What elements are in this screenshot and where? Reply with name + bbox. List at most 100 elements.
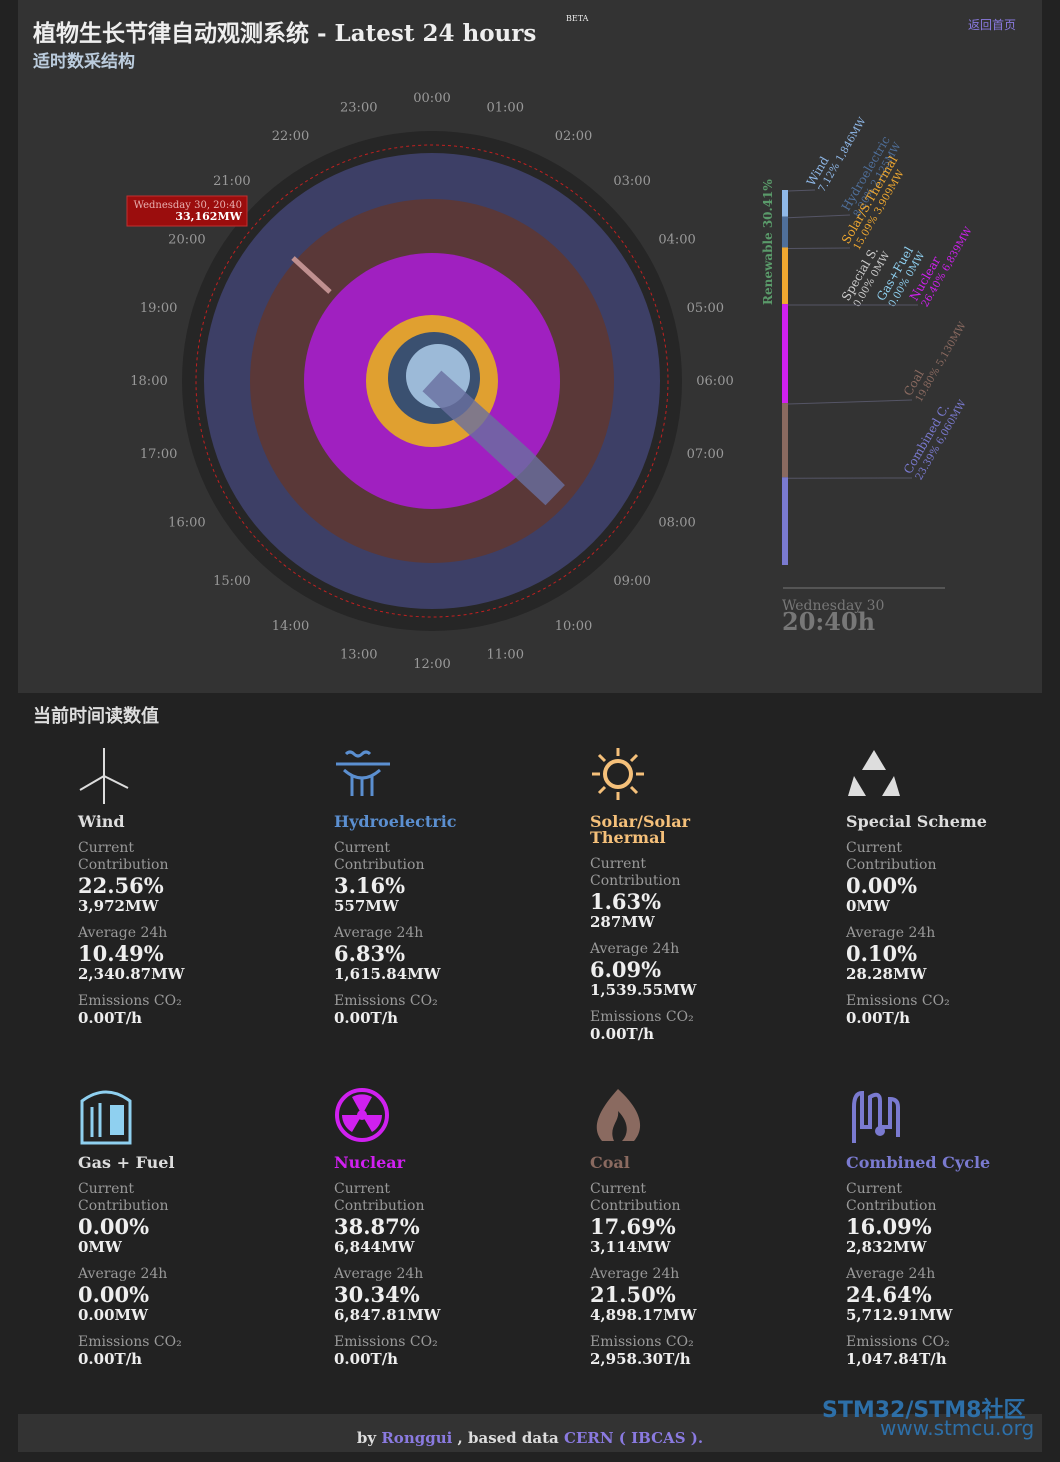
leader-line xyxy=(788,400,912,404)
label: Current Contribution xyxy=(846,1181,941,1215)
hour-label: 05:00 xyxy=(687,301,724,316)
average-mw: 5,712.91MW xyxy=(846,1307,1060,1324)
emissions: 0.00T/h xyxy=(590,1026,810,1043)
hour-label: 04:00 xyxy=(658,233,695,248)
mix-segment xyxy=(782,403,788,477)
mix-time: 20:40h xyxy=(782,607,875,636)
average-percent: 6.09% xyxy=(590,958,810,982)
hour-label: 11:00 xyxy=(487,647,524,662)
source-icon xyxy=(78,1087,134,1147)
label: Emissions CO₂ xyxy=(78,993,298,1010)
average-percent: 0.00% xyxy=(78,1283,298,1307)
current-mw: 287MW xyxy=(590,914,810,931)
label: Average 24h xyxy=(846,925,1060,942)
mix-segment xyxy=(782,217,788,248)
source-name: Hydroelectric xyxy=(334,814,534,830)
average-mw: 1,615.84MW xyxy=(334,966,554,983)
mix-segment xyxy=(782,304,788,403)
hour-label: 02:00 xyxy=(555,129,592,144)
emissions: 0.00T/h xyxy=(334,1010,554,1027)
current-percent: 0.00% xyxy=(846,874,1060,898)
average-mw: 2,340.87MW xyxy=(78,966,298,983)
hour-label: 09:00 xyxy=(613,574,650,589)
current-mw: 0MW xyxy=(78,1239,298,1256)
emissions: 0.00T/h xyxy=(846,1010,1060,1027)
source-icon xyxy=(846,746,902,806)
hour-label: 20:00 xyxy=(168,233,205,248)
hour-label: 18:00 xyxy=(130,374,167,389)
hour-label: 15:00 xyxy=(213,574,250,589)
source-icon xyxy=(334,1087,390,1147)
leader-line xyxy=(788,215,850,218)
current-mw: 3,972MW xyxy=(78,898,298,915)
current-percent: 22.56% xyxy=(78,874,298,898)
current-percent: 0.00% xyxy=(78,1215,298,1239)
source-icon xyxy=(334,746,390,806)
author-link[interactable]: Ronggui xyxy=(381,1429,452,1447)
watermark-url: www.stmcu.org xyxy=(880,1416,1034,1440)
current-percent: 38.87% xyxy=(334,1215,554,1239)
footer-text: ). xyxy=(691,1429,703,1447)
source-name: Nuclear xyxy=(334,1155,534,1171)
emissions: 0.00T/h xyxy=(78,1351,298,1368)
label: Average 24h xyxy=(78,925,298,942)
label: Emissions CO₂ xyxy=(334,993,554,1010)
label: Average 24h xyxy=(334,925,554,942)
source-name: Wind xyxy=(78,814,278,830)
current-mw: 2,832MW xyxy=(846,1239,1060,1256)
average-percent: 0.10% xyxy=(846,942,1060,966)
hour-label: 13:00 xyxy=(340,647,377,662)
current-mw: 3,114MW xyxy=(590,1239,810,1256)
tooltip-total: 33,162MW xyxy=(175,210,242,223)
hour-label: 22:00 xyxy=(272,129,309,144)
label: Emissions CO₂ xyxy=(78,1334,298,1351)
hour-label: 10:00 xyxy=(555,619,592,634)
radial-chart: Wednesday 30, 20:40 33,162MW Renewable 3… xyxy=(0,0,1060,693)
source-icon xyxy=(78,746,134,806)
source-icon xyxy=(590,1087,646,1147)
source-icon xyxy=(590,746,646,806)
hour-label: 16:00 xyxy=(168,516,205,531)
source-link[interactable]: CERN xyxy=(564,1429,614,1447)
hour-label: 06:00 xyxy=(696,374,733,389)
hour-label: 00:00 xyxy=(413,91,450,106)
emissions: 0.00T/h xyxy=(78,1010,298,1027)
source-name: Special Scheme xyxy=(846,814,1046,830)
label: Emissions CO₂ xyxy=(590,1334,810,1351)
average-mw: 1,539.55MW xyxy=(590,982,810,999)
current-mw: 0MW xyxy=(846,898,1060,915)
hour-label: 12:00 xyxy=(413,657,450,672)
average-percent: 24.64% xyxy=(846,1283,1060,1307)
current-mw: 6,844MW xyxy=(334,1239,554,1256)
average-mw: 28.28MW xyxy=(846,966,1060,983)
current-percent: 17.69% xyxy=(590,1215,810,1239)
leader-line xyxy=(788,190,815,191)
current-percent: 1.63% xyxy=(590,890,810,914)
current-percent: 3.16% xyxy=(334,874,554,898)
home-link[interactable]: 返回首页 xyxy=(968,16,1016,33)
average-percent: 21.50% xyxy=(590,1283,810,1307)
label: Emissions CO₂ xyxy=(590,1009,810,1026)
average-percent: 10.49% xyxy=(78,942,298,966)
emissions: 1,047.84T/h xyxy=(846,1351,1060,1368)
label: Average 24h xyxy=(590,941,810,958)
mix-segment xyxy=(782,190,788,217)
hour-label: 21:00 xyxy=(213,174,250,189)
source-link[interactable]: IBCAS xyxy=(631,1429,685,1447)
label: Average 24h xyxy=(590,1266,810,1283)
source-name: Solar/Solar Thermal xyxy=(590,814,690,846)
hour-label: 08:00 xyxy=(658,516,695,531)
label: Emissions CO₂ xyxy=(334,1334,554,1351)
average-percent: 6.83% xyxy=(334,942,554,966)
label: Emissions CO₂ xyxy=(846,993,1060,1010)
readings-title: 当前时间读数值 xyxy=(33,702,159,728)
current-percent: 16.09% xyxy=(846,1215,1060,1239)
